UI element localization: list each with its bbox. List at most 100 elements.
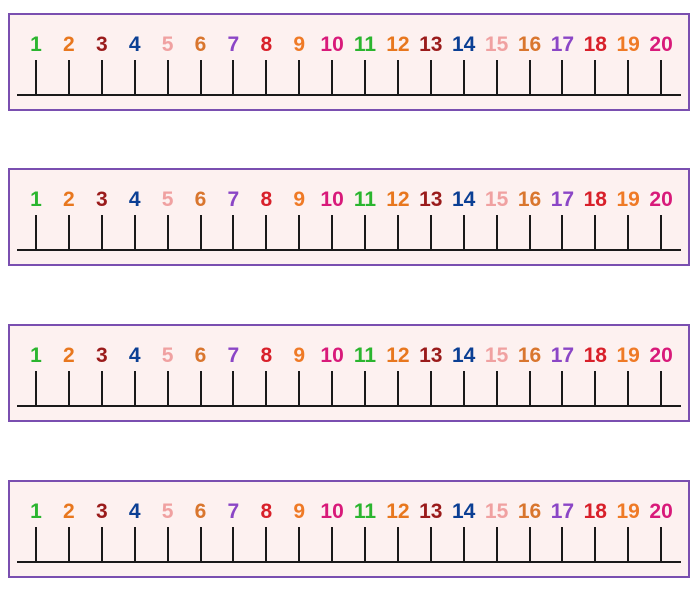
number-label: 4 (128, 188, 141, 211)
number-line-baseline (17, 94, 681, 96)
number-label: 7 (227, 500, 240, 523)
tick-mark (495, 215, 498, 250)
number-label: 16 (517, 344, 542, 367)
tick-mark (199, 60, 202, 95)
number-label: 9 (293, 500, 306, 523)
number-label: 17 (550, 344, 575, 367)
tick-mark (528, 215, 531, 250)
tick-mark (660, 60, 663, 95)
tick-mark (396, 371, 399, 406)
tick-mark (199, 527, 202, 562)
tick-mark (331, 215, 334, 250)
number-line-baseline (17, 561, 681, 563)
number-label: 20 (649, 500, 673, 523)
number-label: 7 (227, 33, 240, 56)
tick-mark (232, 60, 235, 95)
number-label: 6 (194, 33, 207, 56)
number-line-strip: 1 2 3 4 5 6 7 8 9 10 11 12 13 14 15 16 17 18 19 20 (8, 13, 690, 111)
number-line-strip: 1 2 3 4 5 6 7 8 9 10 11 12 13 14 15 16 17 18 19 20 (8, 324, 690, 422)
tick-mark (199, 215, 202, 250)
number-label: 14 (452, 188, 476, 211)
tick-mark (561, 527, 564, 562)
tick-mark (166, 60, 169, 95)
number-label: 6 (194, 500, 207, 523)
tick-mark (298, 527, 301, 562)
tick-mark (166, 215, 169, 250)
number-label: 6 (194, 344, 207, 367)
number-line-strip: 1 2 3 4 5 6 7 8 9 10 11 12 13 14 15 16 17 18 19 20 (8, 480, 690, 578)
tick-mark (528, 371, 531, 406)
tick-mark (133, 527, 136, 562)
number-label: 17 (550, 500, 575, 523)
tick-mark (429, 215, 432, 250)
number-label: 2 (63, 500, 75, 523)
number-label: 8 (260, 344, 273, 367)
number-label: 12 (386, 188, 410, 211)
number-label: 16 (517, 500, 542, 523)
tick-mark (594, 527, 597, 562)
number-label: 8 (260, 188, 273, 211)
number-label: 12 (386, 500, 410, 523)
number-label: 20 (649, 344, 673, 367)
tick-mark (627, 215, 630, 250)
number-label: 13 (419, 500, 443, 523)
number-label: 10 (320, 33, 344, 56)
tick-mark (364, 60, 366, 95)
number-label: 3 (95, 344, 108, 367)
number-label: 19 (616, 344, 640, 367)
number-label: 7 (227, 344, 240, 367)
number-label: 3 (95, 500, 108, 523)
number-label: 14 (452, 33, 476, 56)
tick-mark (594, 60, 597, 95)
tick-mark (495, 60, 498, 95)
number-label: 1 (30, 33, 42, 56)
tick-mark (594, 371, 597, 406)
tick-mark (331, 60, 334, 95)
number-label: 11 (353, 33, 377, 56)
tick-mark (232, 527, 235, 562)
number-line-baseline (17, 405, 681, 407)
tick-mark (67, 371, 70, 406)
tick-mark (67, 215, 70, 250)
tick-mark (364, 527, 366, 562)
tick-mark (265, 215, 268, 250)
tick-mark (67, 60, 70, 95)
tick-mark (166, 527, 169, 562)
number-label: 13 (419, 188, 443, 211)
tick-mark (627, 60, 630, 95)
number-label: 4 (128, 33, 141, 56)
number-label: 6 (194, 188, 207, 211)
tick-mark (166, 371, 169, 406)
tick-mark (35, 371, 37, 406)
number-label: 14 (452, 500, 476, 523)
number-label: 12 (386, 344, 410, 367)
tick-mark (35, 527, 37, 562)
number-label: 5 (161, 344, 174, 367)
number-label: 2 (63, 188, 75, 211)
tick-mark (298, 215, 301, 250)
number-label: 10 (320, 188, 344, 211)
tick-mark (495, 527, 498, 562)
number-label: 9 (293, 33, 306, 56)
tick-mark (429, 527, 432, 562)
tick-mark (100, 527, 103, 562)
tick-mark (133, 60, 136, 95)
number-label: 1 (30, 344, 42, 367)
tick-mark (561, 215, 564, 250)
number-line-baseline (17, 249, 681, 251)
number-line-strip: 1 2 3 4 5 6 7 8 9 10 11 12 13 14 15 16 17 18 19 20 (8, 168, 690, 266)
tick-mark (396, 60, 399, 95)
number-label: 12 (386, 33, 410, 56)
number-label: 1 (30, 500, 42, 523)
tick-mark (627, 371, 630, 406)
tick-mark (232, 371, 235, 406)
tick-mark (298, 371, 301, 406)
tick-mark (528, 60, 531, 95)
tick-mark (133, 215, 136, 250)
number-label: 8 (260, 500, 273, 523)
number-label: 8 (260, 33, 273, 56)
number-label: 19 (616, 188, 640, 211)
tick-mark (298, 60, 301, 95)
tick-mark (133, 371, 136, 406)
tick-mark (462, 527, 465, 562)
